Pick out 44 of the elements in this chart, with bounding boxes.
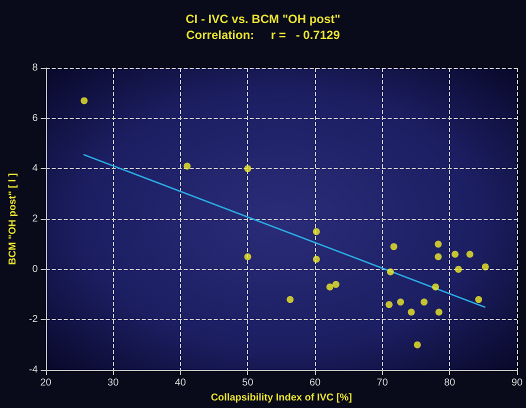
y-tick-label: -2 <box>28 314 38 326</box>
point <box>312 256 320 263</box>
y-tick-label: 8 <box>32 62 38 74</box>
point <box>244 165 252 172</box>
x-tick-label: 60 <box>309 378 322 388</box>
point <box>408 308 415 316</box>
point <box>452 250 459 258</box>
point <box>286 296 294 304</box>
y-tick-label: 6 <box>32 112 38 124</box>
point <box>386 301 393 308</box>
point <box>414 341 421 348</box>
y-tick-label: 0 <box>32 264 38 275</box>
chart-title: CI - IVC vs. BCM "OH post" <box>186 12 340 26</box>
x-tick-label: 20 <box>40 378 52 388</box>
x-tick-label: 30 <box>108 378 120 388</box>
chart-subtitle: Correlation: r = - 0.7129 <box>186 28 340 42</box>
x-tick-label: 70 <box>376 378 388 388</box>
point <box>80 97 88 104</box>
point <box>390 243 398 250</box>
point <box>466 250 474 258</box>
x-tick-label: 80 <box>444 378 456 388</box>
point <box>184 162 191 170</box>
point <box>397 298 404 306</box>
x-axis-title: Collapsibility Index of IVC [%] <box>210 392 352 404</box>
point <box>420 298 428 306</box>
point <box>432 283 440 290</box>
x-tick-label: 40 <box>174 378 186 388</box>
point <box>244 253 252 260</box>
y-tick-label: 2 <box>32 214 38 224</box>
point <box>386 268 394 276</box>
point <box>435 308 442 316</box>
point <box>434 240 442 248</box>
y-tick-label: 4 <box>32 163 38 174</box>
point <box>332 280 340 288</box>
point <box>454 266 462 273</box>
x-tick-label: 50 <box>242 378 254 388</box>
y-axis-title: BCM "OH post" [ l ] <box>8 173 18 265</box>
x-tick-label: 90 <box>511 378 523 388</box>
y-tick-label: -4 <box>28 364 38 376</box>
point <box>312 228 320 236</box>
point <box>434 253 442 260</box>
point <box>482 263 489 270</box>
point <box>475 296 482 304</box>
point <box>326 283 334 290</box>
